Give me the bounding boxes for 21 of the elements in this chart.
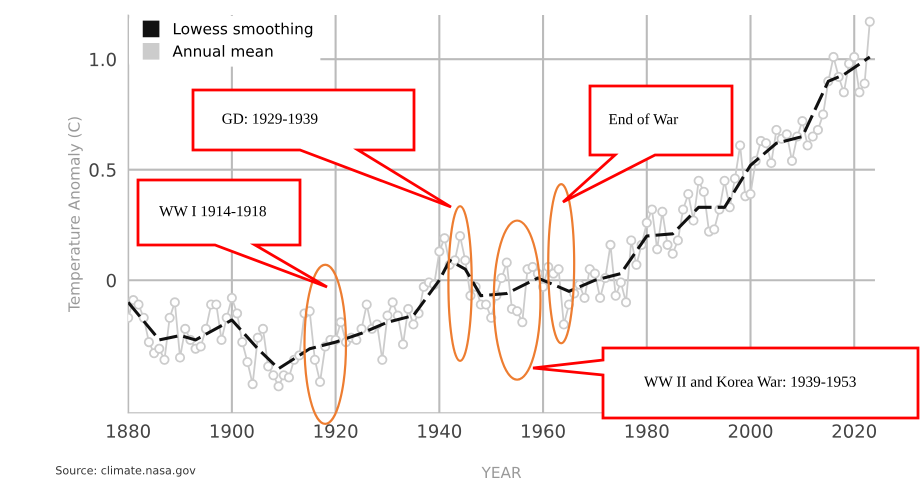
x-tick-label: 1900 [210,424,254,438]
x-tick-label: 2020 [832,424,876,438]
x-tick-label: 1980 [626,424,669,438]
y-tick-label: 0 [106,274,116,288]
annotation: End of War [608,113,678,124]
x-axis-title: YEAR [482,466,522,478]
line-series [128,55,872,370]
annotation: WW I 1914-1918 [159,206,266,216]
legend-label: Lowess smoothing [174,22,312,38]
x-tick-label: 1960 [522,424,565,438]
y-tick-label: 1.0 [90,52,116,66]
x-tick-label: 1880 [107,424,150,438]
y-tick-label: 0.5 [90,163,116,177]
annotation: GD: 1929-1939 [222,114,318,124]
x-tick-label: 1920 [314,424,358,438]
y-axis-title: Temperature Anomaly (C) [68,117,83,312]
legend-label: Annual mean [172,45,272,57]
annotation: WW II and Korea War: 1939-1953 [644,376,856,387]
x-tick-label: 1940 [418,424,462,438]
source-note: Source: climate.nasa.gov [56,466,196,477]
x-tick-label: 2000 [728,424,772,438]
